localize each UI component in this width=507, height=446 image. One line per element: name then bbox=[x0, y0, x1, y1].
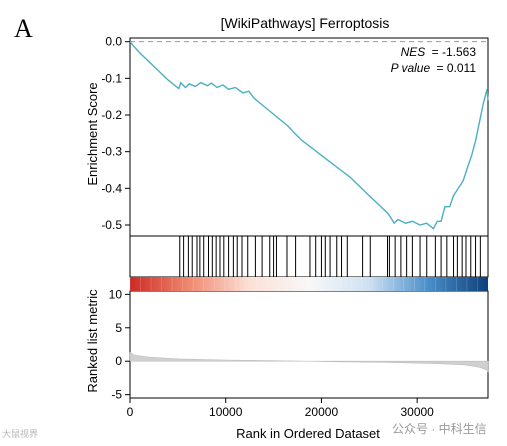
metric-y-tick-label: 10 bbox=[109, 287, 123, 301]
es-y-tick-label: 0.0 bbox=[105, 35, 122, 49]
es-y-tick-label: -0.3 bbox=[101, 145, 122, 159]
p-value: = 0.011 bbox=[437, 61, 477, 75]
metric-y-tick-label: 5 bbox=[115, 321, 122, 335]
rank-heatmap-strip bbox=[129, 277, 488, 291]
metric-y-tick-label: -5 bbox=[111, 388, 122, 402]
chart-title: [WikiPathways] Ferroptosis bbox=[221, 15, 390, 31]
es-y-tick-label: -0.4 bbox=[101, 181, 122, 195]
enrichment-score-panel bbox=[129, 41, 489, 230]
ranked-metric-panel bbox=[129, 351, 489, 373]
x-axis-label: Rank in Ordered Dataset bbox=[236, 426, 380, 441]
y-axis-label-metric: Ranked list metric bbox=[85, 289, 100, 393]
p-value-label: P value bbox=[391, 61, 431, 75]
hit-barcode-panel bbox=[179, 236, 481, 277]
x-tick-label: 20000 bbox=[305, 405, 339, 419]
es-y-tick-label: -0.5 bbox=[101, 218, 122, 232]
x-tick-label: 10000 bbox=[209, 405, 243, 419]
svg-text:P value = 0.011: P value = 0.011 bbox=[391, 61, 477, 75]
es-y-tick-label: -0.2 bbox=[101, 108, 122, 122]
y-axis-label-es: Enrichment Score bbox=[85, 82, 100, 185]
running-enrichment-score-line bbox=[129, 41, 489, 230]
metric-y-tick-label: 0 bbox=[115, 354, 122, 368]
svg-text:NES = -1.563: NES = -1.563 bbox=[401, 45, 477, 59]
es-panel-frame bbox=[129, 37, 489, 237]
x-tick-label: 0 bbox=[127, 405, 134, 419]
ranked-metric-area bbox=[129, 351, 489, 373]
metric-panel-frame bbox=[129, 290, 489, 399]
es-y-tick-label: -0.1 bbox=[101, 71, 122, 85]
panel-frames bbox=[129, 37, 489, 399]
watermark-right: 公众号 · 中科生信 bbox=[392, 422, 487, 436]
panel-label: A bbox=[14, 14, 33, 43]
axes: 0.0 -0.1 -0.2 -0.3 -0.4 -0.5 10 5 0 -5 0 10000 20000… bbox=[101, 35, 434, 419]
watermark-left: 大鼠视界 bbox=[2, 429, 39, 439]
stats-annotation: NES = -1.563 P value = 0.011 bbox=[391, 45, 477, 75]
nes-label: NES bbox=[401, 45, 426, 59]
nes-value: = -1.563 bbox=[432, 45, 477, 59]
x-tick-label: 30000 bbox=[400, 405, 434, 419]
heatmap-band bbox=[130, 277, 488, 291]
